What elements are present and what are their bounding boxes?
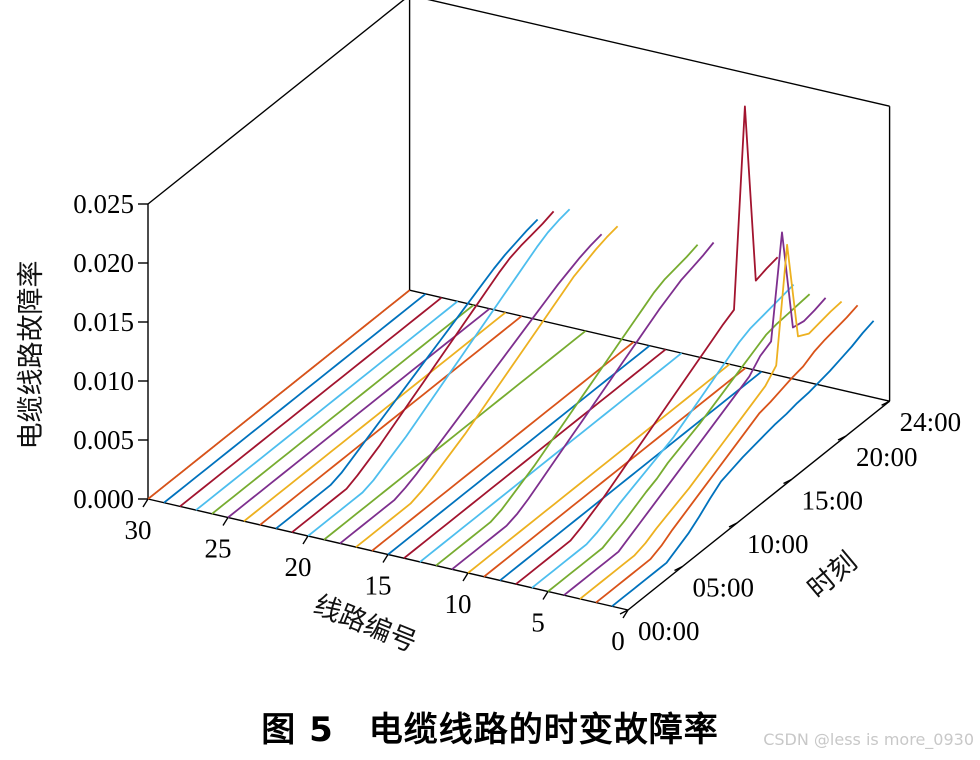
series-line-25 xyxy=(227,307,491,519)
z-tick-label: 0.015 xyxy=(73,307,134,337)
x-tick-mark xyxy=(302,535,309,545)
y-tick-mark xyxy=(619,609,629,615)
series-line-4 xyxy=(563,231,827,596)
series-line-27 xyxy=(195,300,459,511)
series-line-18 xyxy=(339,233,603,545)
series-line-9 xyxy=(483,367,747,578)
y-tick-label: 05:00 xyxy=(693,573,755,603)
y-tick-label: 10:00 xyxy=(747,529,809,559)
back-top-edge xyxy=(147,0,405,205)
series-line-17 xyxy=(355,225,619,548)
x-tick-label: 30 xyxy=(125,515,152,545)
x-tick-label: 20 xyxy=(285,552,312,582)
series-line-19 xyxy=(323,330,587,541)
series-line-2 xyxy=(595,304,859,604)
x-tick-mark xyxy=(622,609,629,619)
series-line-26 xyxy=(211,304,475,515)
x-tick-mark xyxy=(222,517,229,526)
x-tick-label: 15 xyxy=(365,571,392,601)
series-line-14 xyxy=(403,348,667,559)
y-tick-label: 20:00 xyxy=(856,442,918,472)
series-line-20 xyxy=(307,208,571,537)
x-tick-mark xyxy=(462,572,469,582)
series-line-6 xyxy=(531,283,795,589)
axis-box xyxy=(147,0,891,611)
series-line-8 xyxy=(499,370,763,582)
series-line-5 xyxy=(547,293,811,593)
x-tick-label: 25 xyxy=(205,534,232,564)
y-tick-mark xyxy=(881,400,890,406)
y-tick-mark xyxy=(728,522,738,528)
series-line-1 xyxy=(611,320,875,608)
y-tick-mark xyxy=(783,478,792,485)
y-tick-label: 15:00 xyxy=(802,486,864,516)
series-line-11 xyxy=(451,241,715,571)
z-axis-title: 电缆线路故障率 xyxy=(16,261,47,450)
series-line-3 xyxy=(579,243,843,600)
y-tick-mark xyxy=(837,435,847,441)
x-tick-label: 10 xyxy=(445,589,472,619)
series-line-23 xyxy=(259,315,523,526)
z-tick-label: 0.005 xyxy=(73,425,134,455)
x-tick-label: 5 xyxy=(531,608,545,638)
figure-caption: 图 5 电缆线路的时变故障率 xyxy=(261,710,719,750)
series-line-28 xyxy=(179,296,443,508)
back-top-right-edge xyxy=(427,0,890,107)
series-line-21 xyxy=(291,210,555,534)
x-tick-mark xyxy=(382,554,389,563)
series-line-10 xyxy=(467,363,731,574)
series-line-15 xyxy=(387,344,651,556)
series-line-30 xyxy=(147,289,411,500)
x-tick-label: 0 xyxy=(611,626,625,656)
y-tick-mark xyxy=(674,565,683,572)
x-tick-mark xyxy=(142,498,149,508)
series-line-12 xyxy=(435,244,699,567)
z-tick-label: 0.020 xyxy=(73,248,134,278)
series-line-29 xyxy=(163,293,427,504)
series-line-16 xyxy=(371,341,635,552)
x-tick-mark xyxy=(542,591,549,600)
y-axis-title: 时刻 xyxy=(802,546,863,604)
series-lines xyxy=(147,105,875,608)
series-line-7 xyxy=(515,105,779,585)
z-tick-label: 0.000 xyxy=(73,484,134,514)
series-line-24 xyxy=(243,311,507,522)
series-line-22 xyxy=(275,218,539,530)
axis-ticks: 0.000 0.005 0.010 0.015 0.020 0.025 0 5 10 15 20 25… xyxy=(73,189,961,656)
y-tick-label: 24:00 xyxy=(900,407,962,437)
z-tick-label: 0.010 xyxy=(73,366,134,396)
y-tick-label: 00:00 xyxy=(638,616,700,646)
series-line-13 xyxy=(419,352,683,563)
z-tick-label: 0.025 xyxy=(73,189,134,219)
watermark: CSDN @less is more_0930 xyxy=(763,730,974,749)
